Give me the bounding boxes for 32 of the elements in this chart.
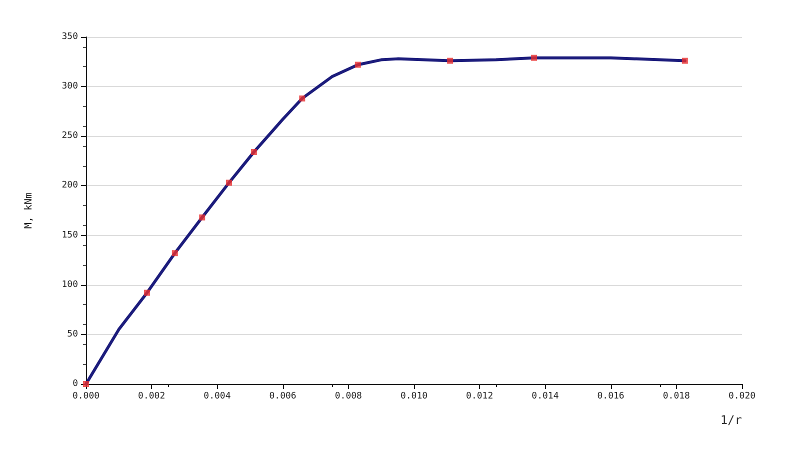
x-tick-label: 0.002	[138, 392, 166, 402]
point	[172, 250, 178, 256]
point	[299, 95, 306, 102]
x-tick-label: 0.012	[466, 392, 494, 402]
y-tick-label: 100	[62, 280, 78, 290]
x-tick-label: 0.004	[204, 392, 231, 402]
y-tick-label: 0	[72, 379, 78, 389]
x-tick-label: 0.020	[728, 392, 756, 402]
x-tick-label: 0.010	[400, 392, 428, 402]
point	[83, 381, 89, 387]
point	[531, 54, 538, 61]
x-tick-label: 0.016	[597, 392, 624, 402]
point	[250, 149, 257, 156]
x-tick-label: 0.008	[334, 392, 362, 402]
y-tick-label: 250	[62, 131, 78, 142]
x-tick-label: 0.018	[662, 392, 690, 402]
point	[199, 214, 206, 220]
y-tick-label: 50	[67, 329, 78, 340]
point	[226, 180, 232, 186]
x-tick-label: 0.000	[72, 392, 100, 402]
point	[447, 58, 454, 64]
y-tick-label: 200	[62, 180, 78, 191]
x-axis-title: 1/r	[720, 413, 742, 427]
point	[144, 290, 150, 296]
point	[682, 58, 688, 64]
y-axis-title: M, kNm	[24, 192, 34, 229]
y-tick-label: 300	[62, 82, 78, 92]
point	[354, 62, 361, 68]
y-tick-label: 350	[62, 32, 78, 42]
x-tick-label: 0.006	[269, 392, 296, 402]
y-tick-label: 150	[62, 230, 78, 240]
x-tick-label: 0.014	[532, 392, 559, 402]
